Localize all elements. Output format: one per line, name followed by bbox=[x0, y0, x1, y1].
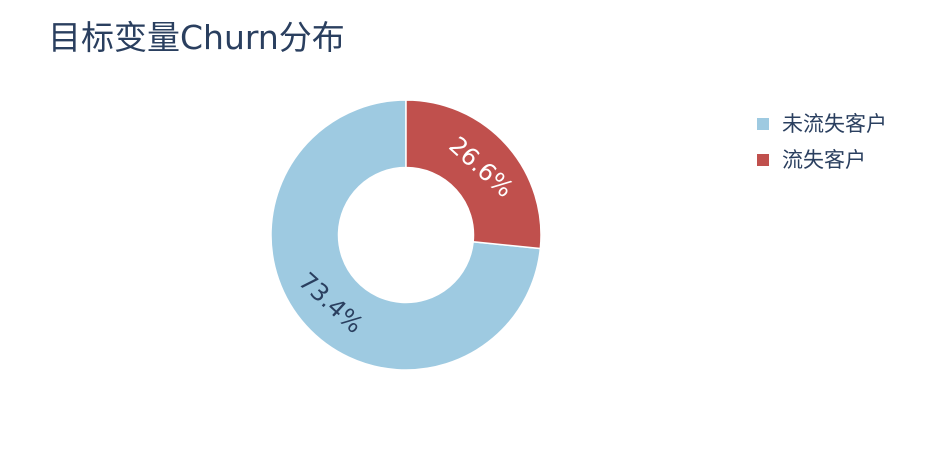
legend-label-1: 未流失客户 bbox=[782, 112, 887, 136]
legend-label-2: 流失客户 bbox=[782, 148, 866, 172]
legend-item-2[interactable]: 流失客户 bbox=[757, 148, 866, 172]
slices bbox=[270, 99, 542, 371]
legend-swatch-1 bbox=[757, 118, 769, 130]
legend-item-1[interactable]: 未流失客户 bbox=[757, 112, 887, 136]
chart-title: 目标变量Churn分布 bbox=[48, 18, 345, 57]
slice-2 bbox=[405, 99, 542, 250]
legend-swatch-2 bbox=[757, 154, 769, 166]
slice-1 bbox=[270, 99, 542, 371]
